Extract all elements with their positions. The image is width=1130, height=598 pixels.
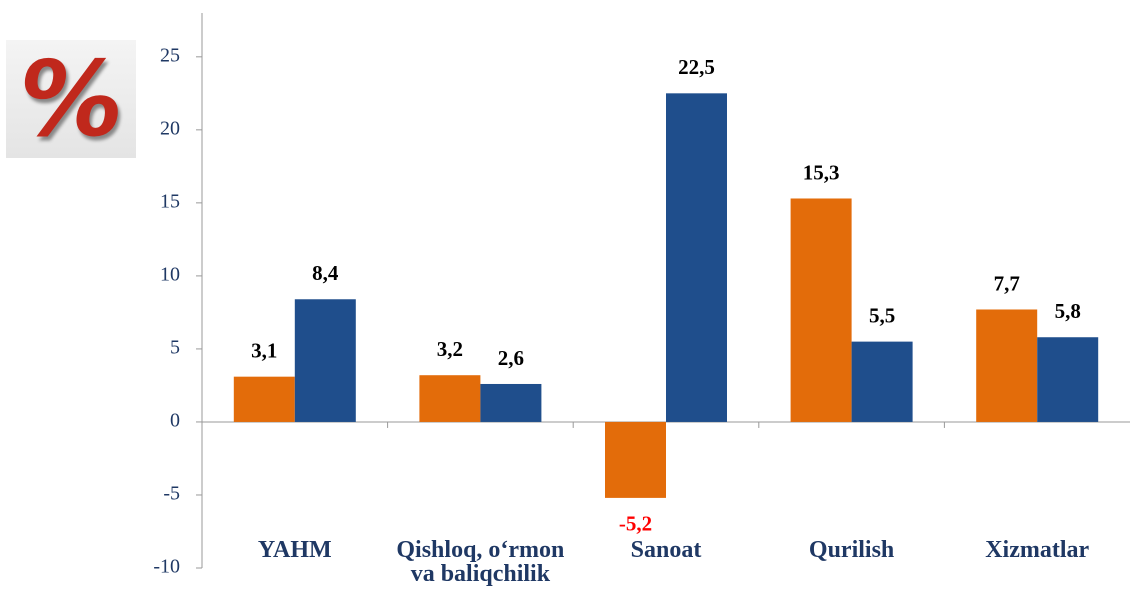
y-tick-label: 20: [160, 117, 180, 139]
bar: [976, 309, 1038, 422]
value-label: 3,1: [251, 338, 277, 362]
bar: [1037, 337, 1099, 422]
bar: [790, 198, 852, 422]
y-tick-label: 0: [170, 410, 180, 432]
y-tick-label: 25: [160, 44, 180, 66]
value-label: 3,2: [437, 337, 463, 361]
bar: [294, 299, 356, 422]
bar: [851, 341, 913, 422]
bar: [233, 376, 295, 422]
x-tick-label: YAHM: [257, 537, 332, 563]
y-tick-label: 10: [160, 263, 180, 285]
y-tick-label: -10: [153, 556, 180, 578]
value-label: 15,3: [803, 160, 840, 184]
y-tick-label: 5: [170, 337, 180, 359]
x-tick-label: Sanoat: [630, 537, 702, 563]
value-label: 8,4: [312, 261, 339, 285]
value-label: 5,8: [1055, 299, 1081, 323]
value-label: 22,5: [678, 55, 715, 79]
x-tick-label: Qishloq, o‘rmon va baliqchilik: [396, 537, 565, 587]
bar: [666, 93, 727, 422]
value-label: 7,7: [994, 271, 1020, 295]
y-tick-label: 15: [160, 190, 180, 212]
bar: [480, 383, 542, 422]
value-label: 2,6: [498, 346, 524, 370]
bar: [605, 421, 666, 498]
value-label: 5,5: [869, 303, 895, 327]
x-tick-label: Qurilish: [808, 537, 895, 563]
value-label: -5,2: [619, 512, 652, 536]
x-tick-label: Xizmatlar: [985, 537, 1090, 563]
percent-icon: %: [6, 38, 136, 160]
bar: [419, 375, 481, 422]
y-tick-label: -5: [163, 483, 180, 505]
